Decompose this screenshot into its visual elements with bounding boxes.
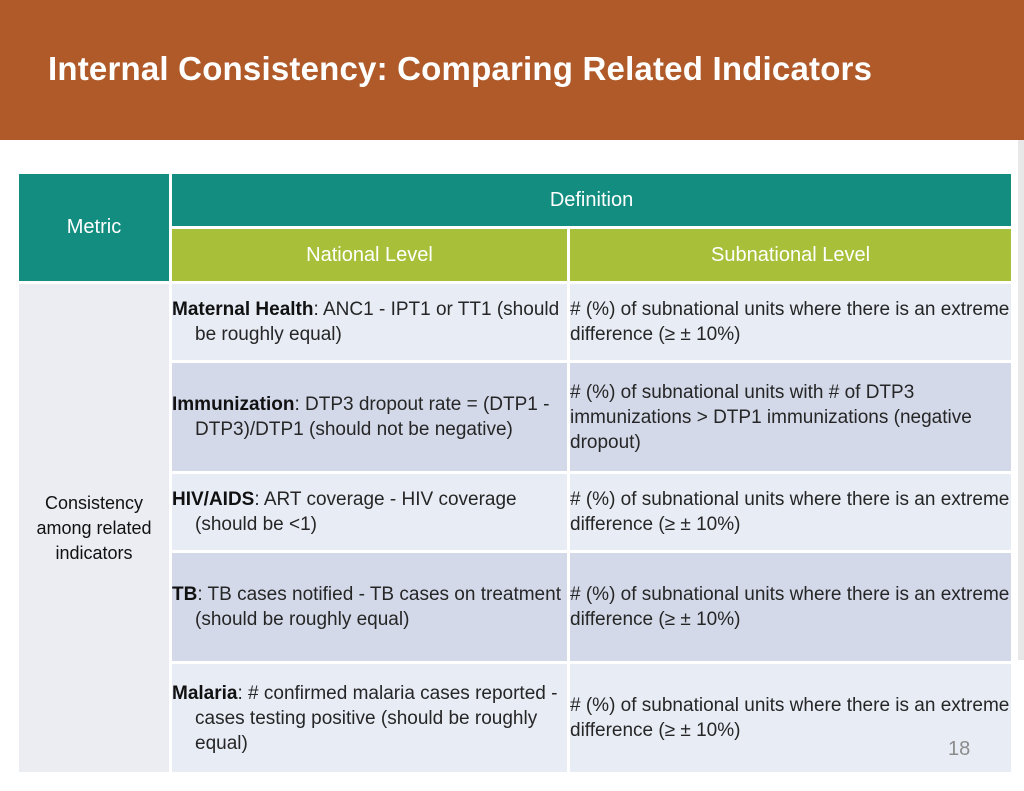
slide-edge-divider xyxy=(1018,140,1024,660)
indicator-name: Malaria xyxy=(172,682,238,704)
subnational-cell-maternal-health: # (%) of subnational units where there i… xyxy=(570,284,1012,360)
indicator-name: HIV/AIDS xyxy=(172,489,255,510)
national-definition: ANC1 - IPT1 or TT1 (should be roughly eq… xyxy=(195,299,560,345)
national-cell-malaria: Malaria: # confirmed malaria cases repor… xyxy=(172,664,567,772)
table-row: Consistency among related indicators Mat… xyxy=(19,284,1012,772)
national-cell-immunization: Immunization: DTP3 dropout rate = (DTP1 … xyxy=(172,363,567,471)
table-row: Malaria: # confirmed malaria cases repor… xyxy=(19,664,1012,772)
header-subnational-level: Subnational Level xyxy=(570,229,1012,281)
indicator-name: Maternal Health xyxy=(172,299,314,320)
table-row: TB: TB cases notified - TB cases on trea… xyxy=(19,553,1012,661)
national-definition: DTP3 dropout rate = (DTP1 - DTP3)/DTP1 (… xyxy=(195,394,550,440)
metric-consistency-label: Consistency among related indicators xyxy=(19,284,169,772)
consistency-table: Metric Definition National Level Subnati… xyxy=(16,171,1014,775)
subnational-cell-immunization: # (%) of subnational units with # of DTP… xyxy=(570,363,1012,471)
header-definition: Definition xyxy=(172,174,1012,226)
national-cell-hiv-aids: HIV/AIDS: ART coverage - HIV coverage (s… xyxy=(172,474,567,550)
indicator-name: TB xyxy=(172,584,198,605)
table-row: HIV/AIDS: ART coverage - HIV coverage (s… xyxy=(19,474,1012,550)
header-metric: Metric xyxy=(19,174,169,281)
table-row: Immunization: DTP3 dropout rate = (DTP1 … xyxy=(19,363,1012,471)
subnational-cell-hiv-aids: # (%) of subnational units where there i… xyxy=(570,474,1012,550)
national-cell-maternal-health: Maternal Health: ANC1 - IPT1 or TT1 (sho… xyxy=(172,284,567,360)
title-banner: Internal Consistency: Comparing Related … xyxy=(0,0,1024,140)
header-national-level: National Level xyxy=(172,229,567,281)
national-definition: ART coverage - HIV coverage (should be <… xyxy=(195,489,517,535)
national-definition: TB cases notified - TB cases on treatmen… xyxy=(195,584,561,630)
national-definition: # confirmed malaria cases reported - cas… xyxy=(195,682,558,754)
slide-title: Internal Consistency: Comparing Related … xyxy=(48,50,873,87)
national-cell-tb: TB: TB cases notified - TB cases on trea… xyxy=(172,553,567,661)
subnational-cell-tb: # (%) of subnational units where there i… xyxy=(570,553,1012,661)
indicator-name: Immunization xyxy=(172,394,295,415)
subnational-cell-malaria: # (%) of subnational units where there i… xyxy=(570,664,1012,772)
page-number: 18 xyxy=(948,738,971,760)
